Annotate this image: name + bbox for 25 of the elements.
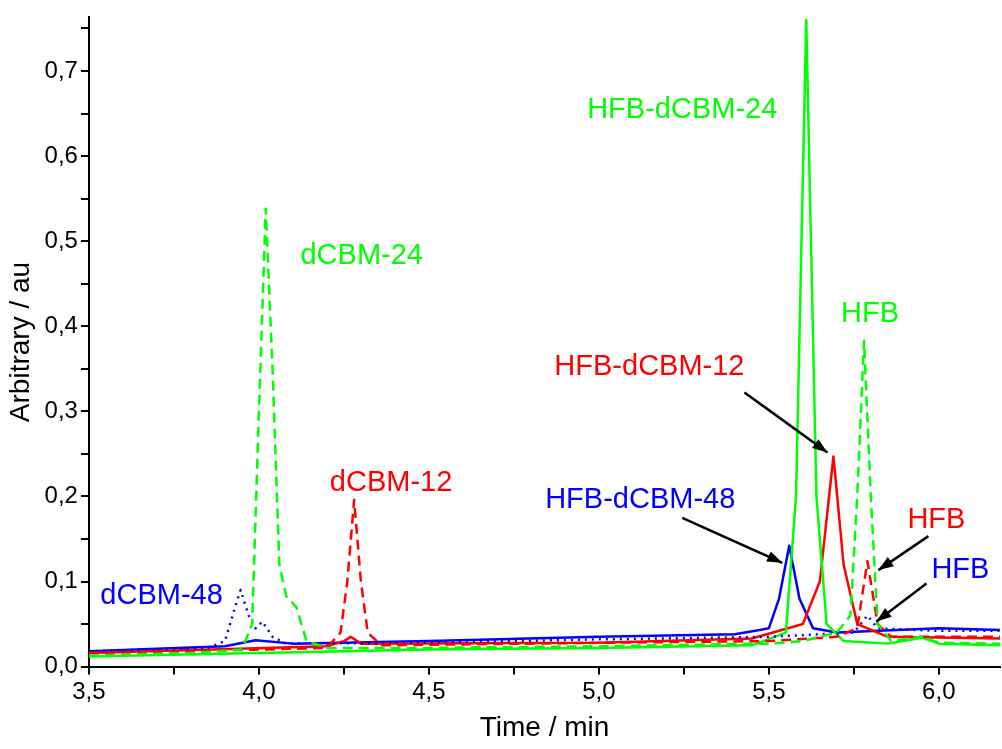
annotation: HFB — [907, 502, 966, 535]
y-tick-label: 0,3 — [44, 395, 78, 423]
annotation: HFB — [931, 551, 990, 584]
x-axis-title: Time / min — [479, 710, 610, 742]
annotation: HFB — [841, 295, 900, 328]
annotation: HFB-dCBM-48 — [545, 481, 736, 514]
y-tick-label: 0,0 — [44, 651, 78, 679]
y-tick-label: 0,7 — [44, 55, 78, 83]
x-tick-label: 5,0 — [582, 676, 616, 704]
y-axis-title: Arbitrary / au — [3, 261, 35, 423]
x-tick-label: 4,5 — [412, 676, 446, 704]
annotation: dCBM-48 — [100, 578, 223, 611]
annotation: dCBM-24 — [300, 237, 423, 270]
annotation: dCBM-12 — [329, 464, 453, 497]
y-tick-label: 0,2 — [44, 481, 78, 509]
x-tick-label: 4,0 — [242, 676, 276, 704]
y-tick-label: 0,4 — [44, 310, 78, 338]
x-tick-label: 5,5 — [752, 676, 786, 704]
annotation: HFB-dCBM-12 — [554, 349, 745, 382]
y-tick-label: 0,5 — [44, 225, 78, 253]
x-tick-label: 6,0 — [922, 676, 956, 704]
y-tick-label: 0,1 — [44, 566, 78, 594]
y-tick-label: 0,6 — [44, 140, 78, 168]
annotation: HFB-dCBM-24 — [587, 91, 778, 124]
x-tick-label: 3,5 — [72, 676, 106, 704]
